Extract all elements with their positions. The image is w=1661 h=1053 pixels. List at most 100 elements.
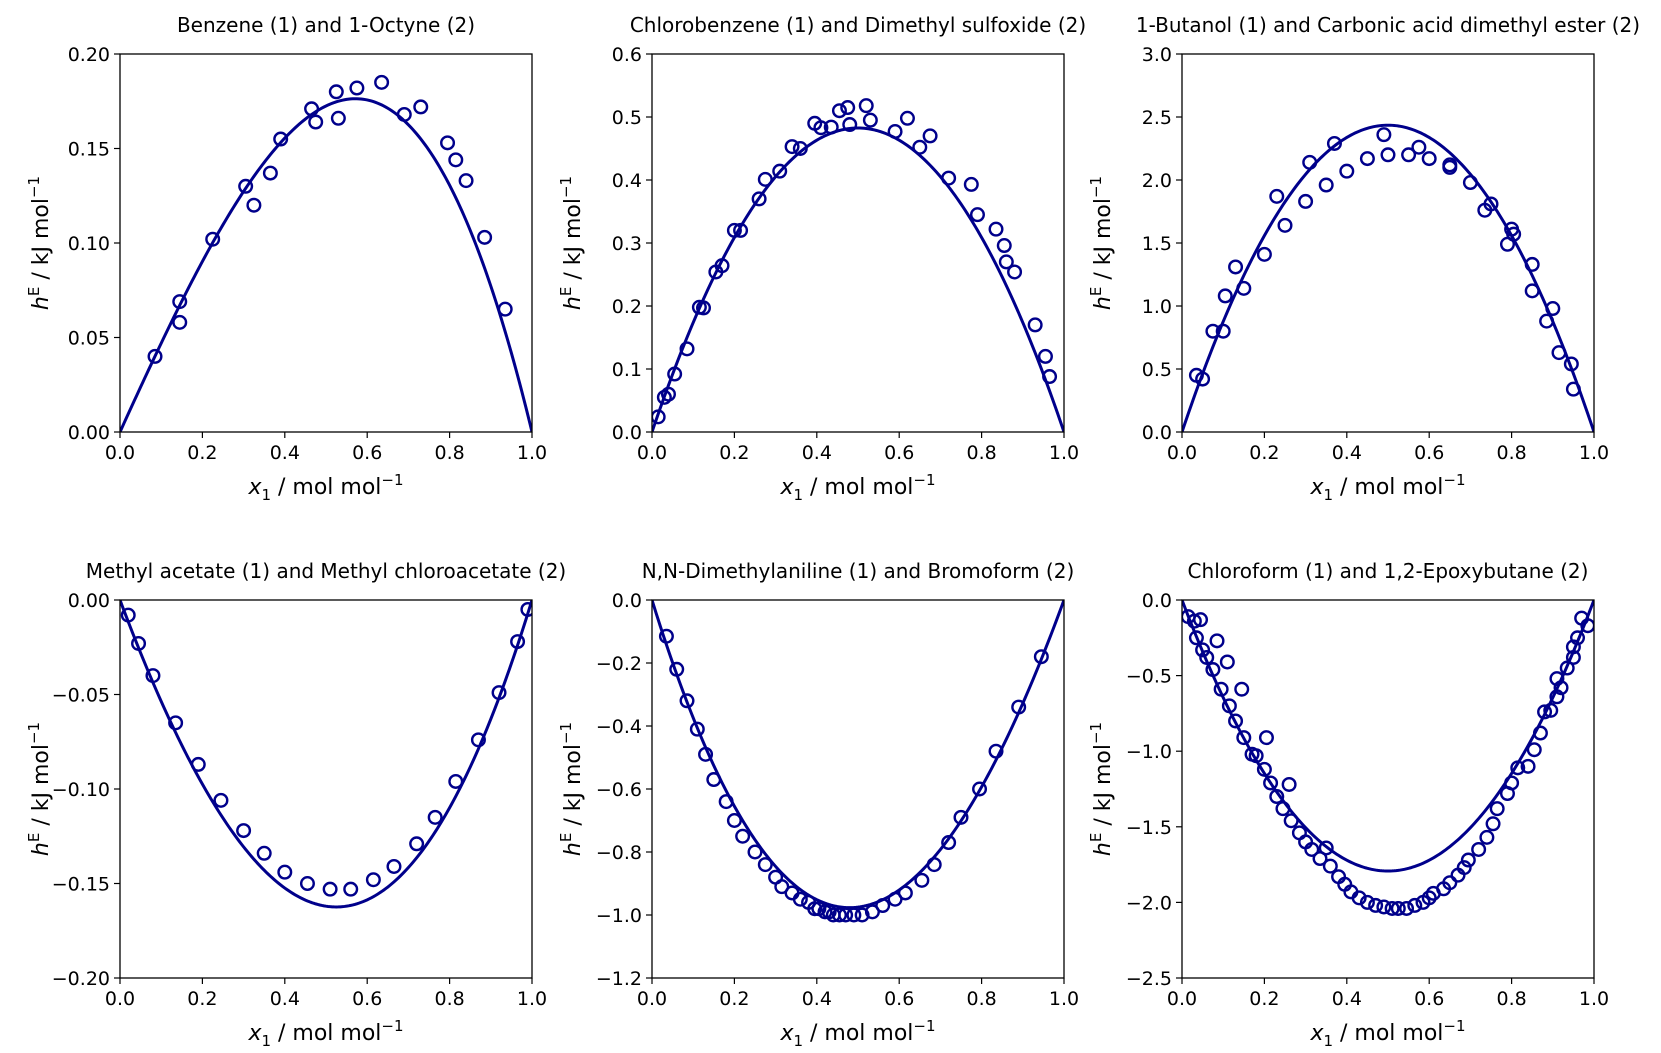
data-point bbox=[1524, 256, 1540, 272]
x-tick-label: 0.4 bbox=[1332, 988, 1362, 1010]
data-point bbox=[1390, 900, 1406, 916]
x-tick-label: 0.2 bbox=[1249, 988, 1279, 1010]
data-point bbox=[1368, 897, 1384, 913]
x-tick-label: 0.8 bbox=[1496, 988, 1526, 1010]
data-point bbox=[1283, 813, 1299, 829]
x-tick-label: 0.6 bbox=[1414, 442, 1444, 464]
y-tick-label: 0.05 bbox=[68, 328, 110, 350]
x-tick-label: 0.2 bbox=[1249, 442, 1279, 464]
data-point bbox=[1401, 147, 1417, 163]
data-point bbox=[1483, 196, 1499, 212]
data-point bbox=[1532, 725, 1548, 741]
data-point bbox=[1460, 852, 1476, 868]
data-point bbox=[842, 117, 858, 133]
y-tick-label: 0.5 bbox=[1142, 359, 1172, 381]
x-tick-label: 1.0 bbox=[1579, 988, 1609, 1010]
data-point bbox=[1236, 730, 1252, 746]
data-point bbox=[477, 229, 493, 245]
data-point bbox=[1359, 151, 1375, 167]
y-tick-label: −2.0 bbox=[1126, 892, 1172, 914]
plot-frame bbox=[651, 53, 1065, 433]
data-point bbox=[1209, 633, 1225, 649]
data-point bbox=[658, 628, 674, 644]
data-point bbox=[914, 872, 930, 888]
data-point bbox=[875, 898, 891, 914]
data-point bbox=[784, 139, 800, 155]
data-point bbox=[660, 386, 676, 402]
data-point bbox=[409, 836, 425, 852]
x-tick-label: 0.2 bbox=[719, 988, 749, 1010]
data-point bbox=[1205, 323, 1221, 339]
data-point bbox=[1549, 671, 1565, 687]
y-tick-label: 0.00 bbox=[68, 590, 110, 612]
data-point bbox=[757, 171, 773, 187]
data-point bbox=[1407, 897, 1423, 913]
data-point bbox=[817, 904, 833, 920]
plot-frame bbox=[651, 599, 1065, 979]
data-point bbox=[1195, 371, 1211, 387]
y-tick-label: 3.0 bbox=[1142, 44, 1172, 66]
data-point bbox=[1489, 801, 1505, 817]
data-point bbox=[190, 756, 206, 772]
data-point bbox=[735, 828, 751, 844]
x-axis-label: x1 / mol mol−1 bbox=[247, 1017, 403, 1050]
data-point bbox=[1580, 618, 1594, 634]
fit-curve bbox=[1182, 600, 1594, 873]
x-tick-label: 0.0 bbox=[1167, 442, 1197, 464]
data-point bbox=[922, 128, 938, 144]
y-tick-label: 0.00 bbox=[68, 422, 110, 444]
y-tick-label: −1.2 bbox=[596, 968, 642, 990]
y-axis-label: hE / kJ mol−1 bbox=[25, 176, 54, 310]
data-point bbox=[147, 348, 163, 364]
plot-frame bbox=[119, 53, 533, 433]
data-point bbox=[172, 294, 188, 310]
data-point bbox=[120, 607, 136, 623]
data-point bbox=[1193, 612, 1209, 628]
data-point bbox=[1553, 680, 1569, 696]
data-point bbox=[706, 772, 722, 788]
data-point bbox=[349, 80, 365, 96]
data-point bbox=[213, 792, 229, 808]
data-point bbox=[1205, 662, 1221, 678]
data-point bbox=[698, 746, 714, 762]
data-point bbox=[256, 845, 272, 861]
data-point bbox=[751, 191, 767, 207]
y-axis-label: hE / kJ mol−1 bbox=[557, 722, 586, 856]
x-tick-label: 0.6 bbox=[884, 988, 914, 1010]
data-point bbox=[1258, 730, 1274, 746]
data-point bbox=[1234, 681, 1250, 697]
data-point bbox=[972, 781, 988, 797]
x-tick-label: 1.0 bbox=[1049, 442, 1079, 464]
data-point bbox=[365, 872, 381, 888]
y-tick-label: −1.0 bbox=[1126, 741, 1172, 763]
data-point bbox=[205, 231, 221, 247]
data-point bbox=[1339, 163, 1355, 179]
y-tick-label: 0.10 bbox=[68, 233, 110, 255]
x-tick-label: 0.0 bbox=[637, 442, 667, 464]
plot-frame bbox=[1181, 599, 1595, 979]
data-point bbox=[1188, 630, 1204, 646]
data-point bbox=[1549, 689, 1565, 705]
data-point bbox=[145, 668, 161, 684]
data-point bbox=[689, 721, 705, 737]
data-point bbox=[996, 238, 1012, 254]
data-point bbox=[1421, 151, 1437, 167]
y-tick-label: −2.5 bbox=[1126, 968, 1172, 990]
data-point bbox=[840, 100, 856, 116]
data-point bbox=[1565, 649, 1581, 665]
data-point bbox=[458, 173, 474, 189]
x-axis-label: x1 / mol mol−1 bbox=[779, 471, 935, 504]
data-point bbox=[330, 110, 346, 126]
data-point bbox=[1195, 642, 1211, 658]
y-tick-label: 0.0 bbox=[1142, 590, 1172, 612]
data-point bbox=[510, 634, 526, 650]
data-point bbox=[1217, 288, 1233, 304]
data-point bbox=[1298, 193, 1314, 209]
data-point bbox=[1042, 369, 1058, 385]
data-point bbox=[1228, 259, 1244, 275]
x-axis-label: x1 / mol mol−1 bbox=[779, 1017, 935, 1050]
fit-curve bbox=[652, 126, 1064, 432]
x-tick-label: 0.6 bbox=[352, 442, 382, 464]
x-tick-label: 0.4 bbox=[1332, 442, 1362, 464]
data-point bbox=[831, 103, 847, 119]
